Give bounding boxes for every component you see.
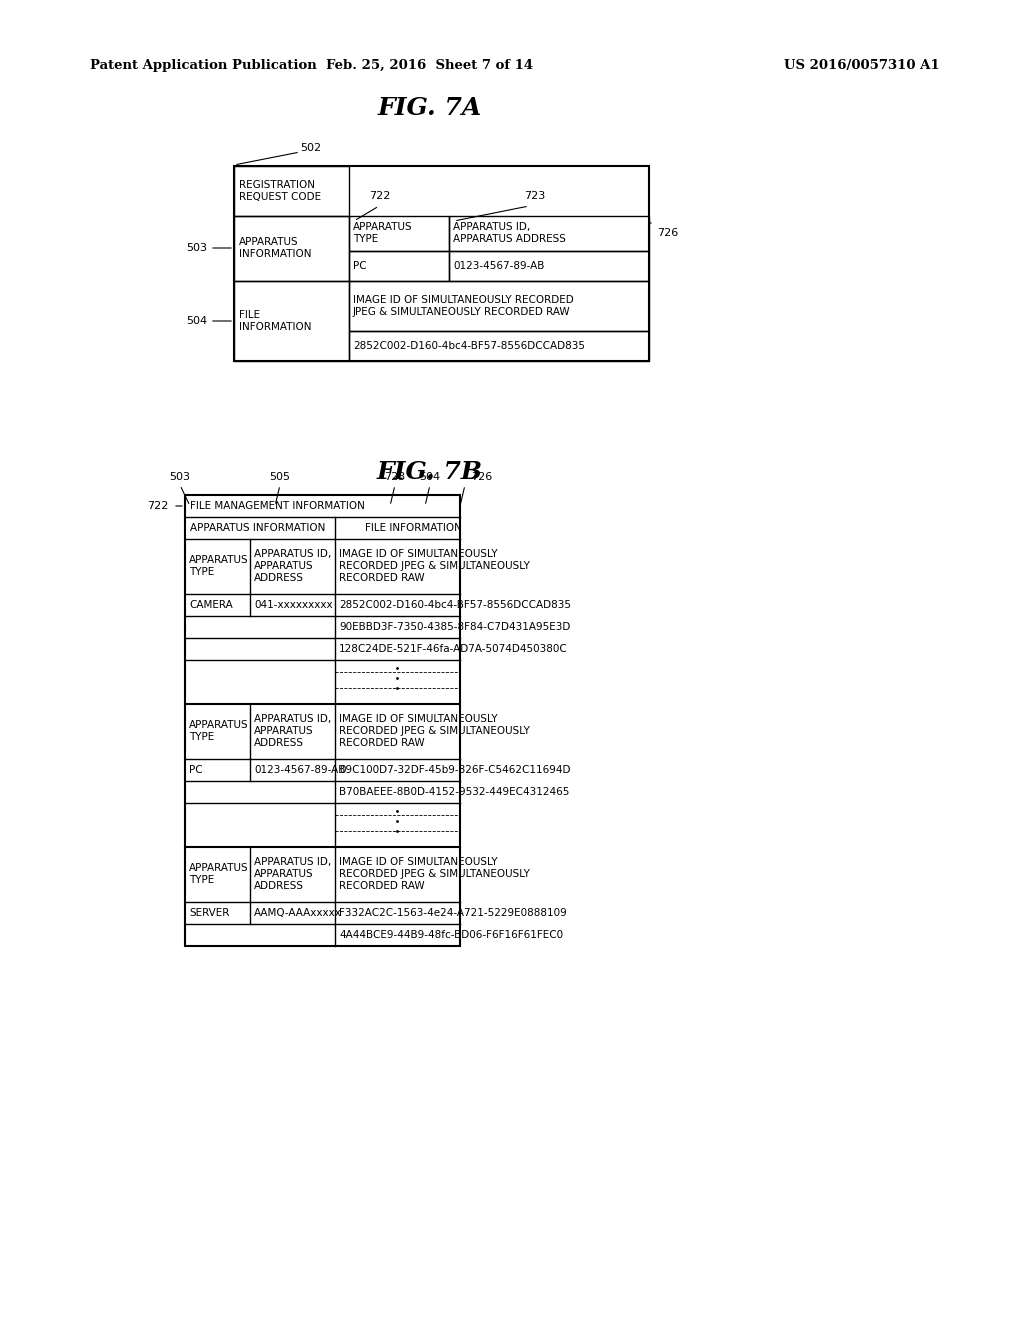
Text: APPARATUS
TYPE: APPARATUS TYPE (189, 863, 249, 884)
Text: FILE
INFORMATION: FILE INFORMATION (239, 310, 311, 331)
Text: 504: 504 (420, 473, 440, 482)
Text: 128C24DE-521F-46fa-AD7A-5074D450380C: 128C24DE-521F-46fa-AD7A-5074D450380C (339, 644, 567, 653)
Text: SERVER: SERVER (189, 908, 229, 917)
Text: APPARATUS INFORMATION: APPARATUS INFORMATION (190, 523, 326, 533)
Text: AAMQ-AAAxxxxx: AAMQ-AAAxxxxx (254, 908, 342, 917)
Text: F332AC2C-1563-4e24-A721-5229E0888109: F332AC2C-1563-4e24-A721-5229E0888109 (339, 908, 566, 917)
Text: 2852C002-D160-4bc4-BF57-8556DCCAD835: 2852C002-D160-4bc4-BF57-8556DCCAD835 (339, 601, 571, 610)
Text: 504: 504 (186, 315, 207, 326)
Text: APPARATUS ID,
APPARATUS
ADDRESS: APPARATUS ID, APPARATUS ADDRESS (254, 858, 331, 891)
Text: APPARATUS
TYPE: APPARATUS TYPE (189, 721, 249, 742)
Text: 4A44BCE9-44B9-48fc-BD06-F6F16F61FEC0: 4A44BCE9-44B9-48fc-BD06-F6F16F61FEC0 (339, 931, 563, 940)
Text: 722: 722 (147, 502, 168, 511)
Bar (349, 216, 449, 251)
Bar (234, 216, 349, 281)
Text: FILE INFORMATION: FILE INFORMATION (365, 523, 462, 533)
Text: IMAGE ID OF SIMULTANEOUSLY
RECORDED JPEG & SIMULTANEOUSLY
RECORDED RAW: IMAGE ID OF SIMULTANEOUSLY RECORDED JPEG… (339, 714, 529, 747)
Text: 726: 726 (657, 228, 678, 238)
Text: US 2016/0057310 A1: US 2016/0057310 A1 (784, 58, 940, 71)
Text: PC: PC (189, 766, 203, 775)
Text: APPARATUS ID,
APPARATUS
ADDRESS: APPARATUS ID, APPARATUS ADDRESS (254, 549, 331, 582)
Bar (449, 216, 649, 251)
Text: APPARATUS
TYPE: APPARATUS TYPE (189, 556, 249, 577)
Text: 502: 502 (300, 143, 322, 153)
Text: FIG. 7A: FIG. 7A (378, 96, 482, 120)
Text: 041-xxxxxxxxx: 041-xxxxxxxxx (254, 601, 333, 610)
Text: 723: 723 (384, 473, 406, 482)
Text: CAMERA: CAMERA (189, 601, 232, 610)
Text: 0123-4567-89-AB: 0123-4567-89-AB (453, 261, 545, 271)
Text: 726: 726 (471, 473, 493, 482)
Text: FILE MANAGEMENT INFORMATION: FILE MANAGEMENT INFORMATION (190, 502, 365, 511)
Bar (349, 251, 449, 281)
Bar (449, 251, 649, 281)
Text: 0123-4567-89-AB: 0123-4567-89-AB (254, 766, 345, 775)
Text: 722: 722 (369, 191, 390, 201)
Text: 503: 503 (170, 473, 190, 482)
Text: FIG. 7B: FIG. 7B (377, 459, 483, 484)
Bar (234, 166, 349, 216)
Text: IMAGE ID OF SIMULTANEOUSLY
RECORDED JPEG & SIMULTANEOUSLY
RECORDED RAW: IMAGE ID OF SIMULTANEOUSLY RECORDED JPEG… (339, 858, 529, 891)
Text: 90EBBD3F-7350-4385-8F84-C7D431A95E3D: 90EBBD3F-7350-4385-8F84-C7D431A95E3D (339, 622, 570, 632)
Text: APPARATUS ID,
APPARATUS ADDRESS: APPARATUS ID, APPARATUS ADDRESS (453, 222, 566, 244)
Text: IMAGE ID OF SIMULTANEOUSLY RECORDED
JPEG & SIMULTANEOUSLY RECORDED RAW: IMAGE ID OF SIMULTANEOUSLY RECORDED JPEG… (353, 296, 573, 317)
Bar (349, 281, 649, 331)
Bar (349, 331, 649, 360)
Bar (234, 281, 349, 360)
Text: REGISTRATION
REQUEST CODE: REGISTRATION REQUEST CODE (239, 181, 322, 202)
Bar (185, 495, 460, 946)
Text: 503: 503 (186, 243, 207, 253)
Text: B70BAEEE-8B0D-4152-9532-449EC4312465: B70BAEEE-8B0D-4152-9532-449EC4312465 (339, 787, 569, 797)
Text: 2852C002-D160-4bc4-BF57-8556DCCAD835: 2852C002-D160-4bc4-BF57-8556DCCAD835 (353, 341, 585, 351)
Text: PC: PC (353, 261, 367, 271)
Text: 723: 723 (524, 191, 545, 201)
Text: Feb. 25, 2016  Sheet 7 of 14: Feb. 25, 2016 Sheet 7 of 14 (327, 58, 534, 71)
Bar (234, 166, 649, 360)
Text: APPARATUS
TYPE: APPARATUS TYPE (353, 222, 413, 244)
Text: 09C100D7-32DF-45b9-826F-C5462C11694D: 09C100D7-32DF-45b9-826F-C5462C11694D (339, 766, 570, 775)
Text: Patent Application Publication: Patent Application Publication (90, 58, 316, 71)
Text: APPARATUS
INFORMATION: APPARATUS INFORMATION (239, 238, 311, 259)
Text: 505: 505 (269, 473, 291, 482)
Text: APPARATUS ID,
APPARATUS
ADDRESS: APPARATUS ID, APPARATUS ADDRESS (254, 714, 331, 747)
Text: IMAGE ID OF SIMULTANEOUSLY
RECORDED JPEG & SIMULTANEOUSLY
RECORDED RAW: IMAGE ID OF SIMULTANEOUSLY RECORDED JPEG… (339, 549, 529, 582)
